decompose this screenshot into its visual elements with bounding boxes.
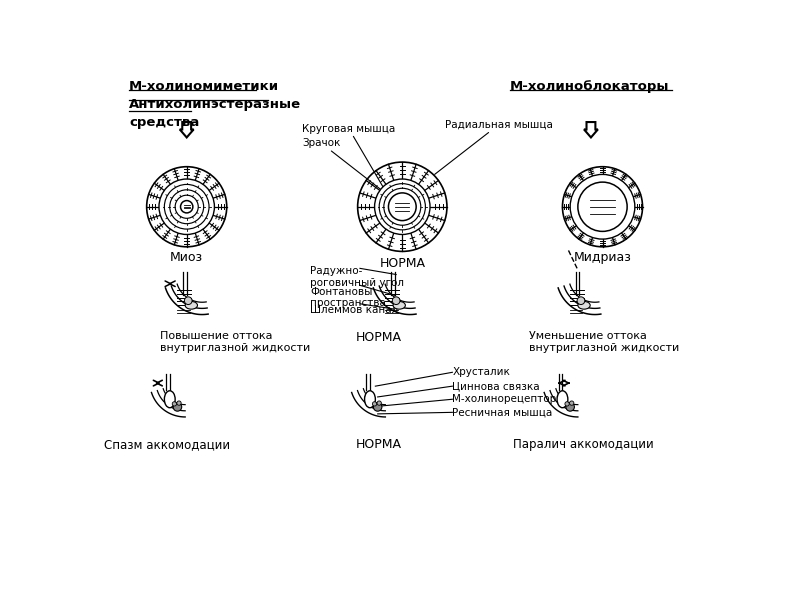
- Text: Паралич аккомодации: Паралич аккомодации: [513, 438, 654, 451]
- Circle shape: [578, 182, 627, 232]
- Ellipse shape: [557, 391, 568, 408]
- Text: Фонтановы
пространства: Фонтановы пространства: [310, 287, 386, 308]
- Text: М-холиномиметики
Антихолинэстеразные
средства: М-холиномиметики Антихолинэстеразные сре…: [129, 80, 301, 129]
- Circle shape: [181, 200, 193, 213]
- Circle shape: [374, 403, 382, 411]
- Text: Радужно-
роговичный угол: Радужно- роговичный угол: [310, 266, 404, 287]
- Text: Ресничная мышца: Ресничная мышца: [452, 407, 553, 418]
- Text: Циннова связка: Циннова связка: [452, 381, 540, 391]
- Ellipse shape: [164, 391, 175, 408]
- Text: Миоз: Миоз: [170, 251, 203, 265]
- Text: Зрачок: Зрачок: [302, 138, 393, 199]
- Circle shape: [373, 402, 377, 406]
- Text: Уменьшение оттока
внутриглазной жидкости: Уменьшение оттока внутриглазной жидкости: [530, 331, 680, 353]
- Circle shape: [570, 175, 635, 239]
- Circle shape: [159, 179, 214, 235]
- Circle shape: [174, 403, 182, 411]
- Circle shape: [146, 167, 226, 247]
- Text: Повышение оттока
внутриглазной жидкости: Повышение оттока внутриглазной жидкости: [160, 331, 310, 353]
- Circle shape: [565, 402, 570, 406]
- Text: Спазм аккомодации: Спазм аккомодации: [104, 438, 230, 451]
- Text: НОРМА: НОРМА: [356, 331, 402, 344]
- Text: М-холиноблокаторы: М-холиноблокаторы: [510, 80, 670, 92]
- Circle shape: [358, 162, 447, 251]
- Circle shape: [177, 401, 181, 405]
- Text: Круговая мышца: Круговая мышца: [302, 124, 395, 188]
- Text: Радиальная мышца: Радиальная мышца: [434, 120, 553, 175]
- Ellipse shape: [365, 391, 375, 408]
- Ellipse shape: [393, 301, 406, 309]
- Circle shape: [374, 179, 430, 235]
- Circle shape: [562, 167, 642, 247]
- Circle shape: [389, 193, 416, 221]
- Circle shape: [570, 401, 574, 405]
- Circle shape: [392, 297, 400, 305]
- Text: НОРМА: НОРМА: [379, 257, 426, 270]
- Text: НОРМА: НОРМА: [356, 438, 402, 451]
- Ellipse shape: [578, 301, 590, 309]
- Text: М-холинорецептор: М-холинорецептор: [452, 394, 557, 404]
- Text: Мидриаз: Мидриаз: [574, 251, 631, 265]
- Circle shape: [184, 297, 192, 305]
- Ellipse shape: [185, 301, 198, 309]
- Circle shape: [577, 297, 585, 305]
- Circle shape: [172, 402, 177, 406]
- Text: Шлеммов канал: Шлеммов канал: [310, 305, 398, 316]
- Circle shape: [377, 401, 382, 405]
- Circle shape: [566, 403, 574, 411]
- Text: Хрусталик: Хрусталик: [452, 367, 510, 377]
